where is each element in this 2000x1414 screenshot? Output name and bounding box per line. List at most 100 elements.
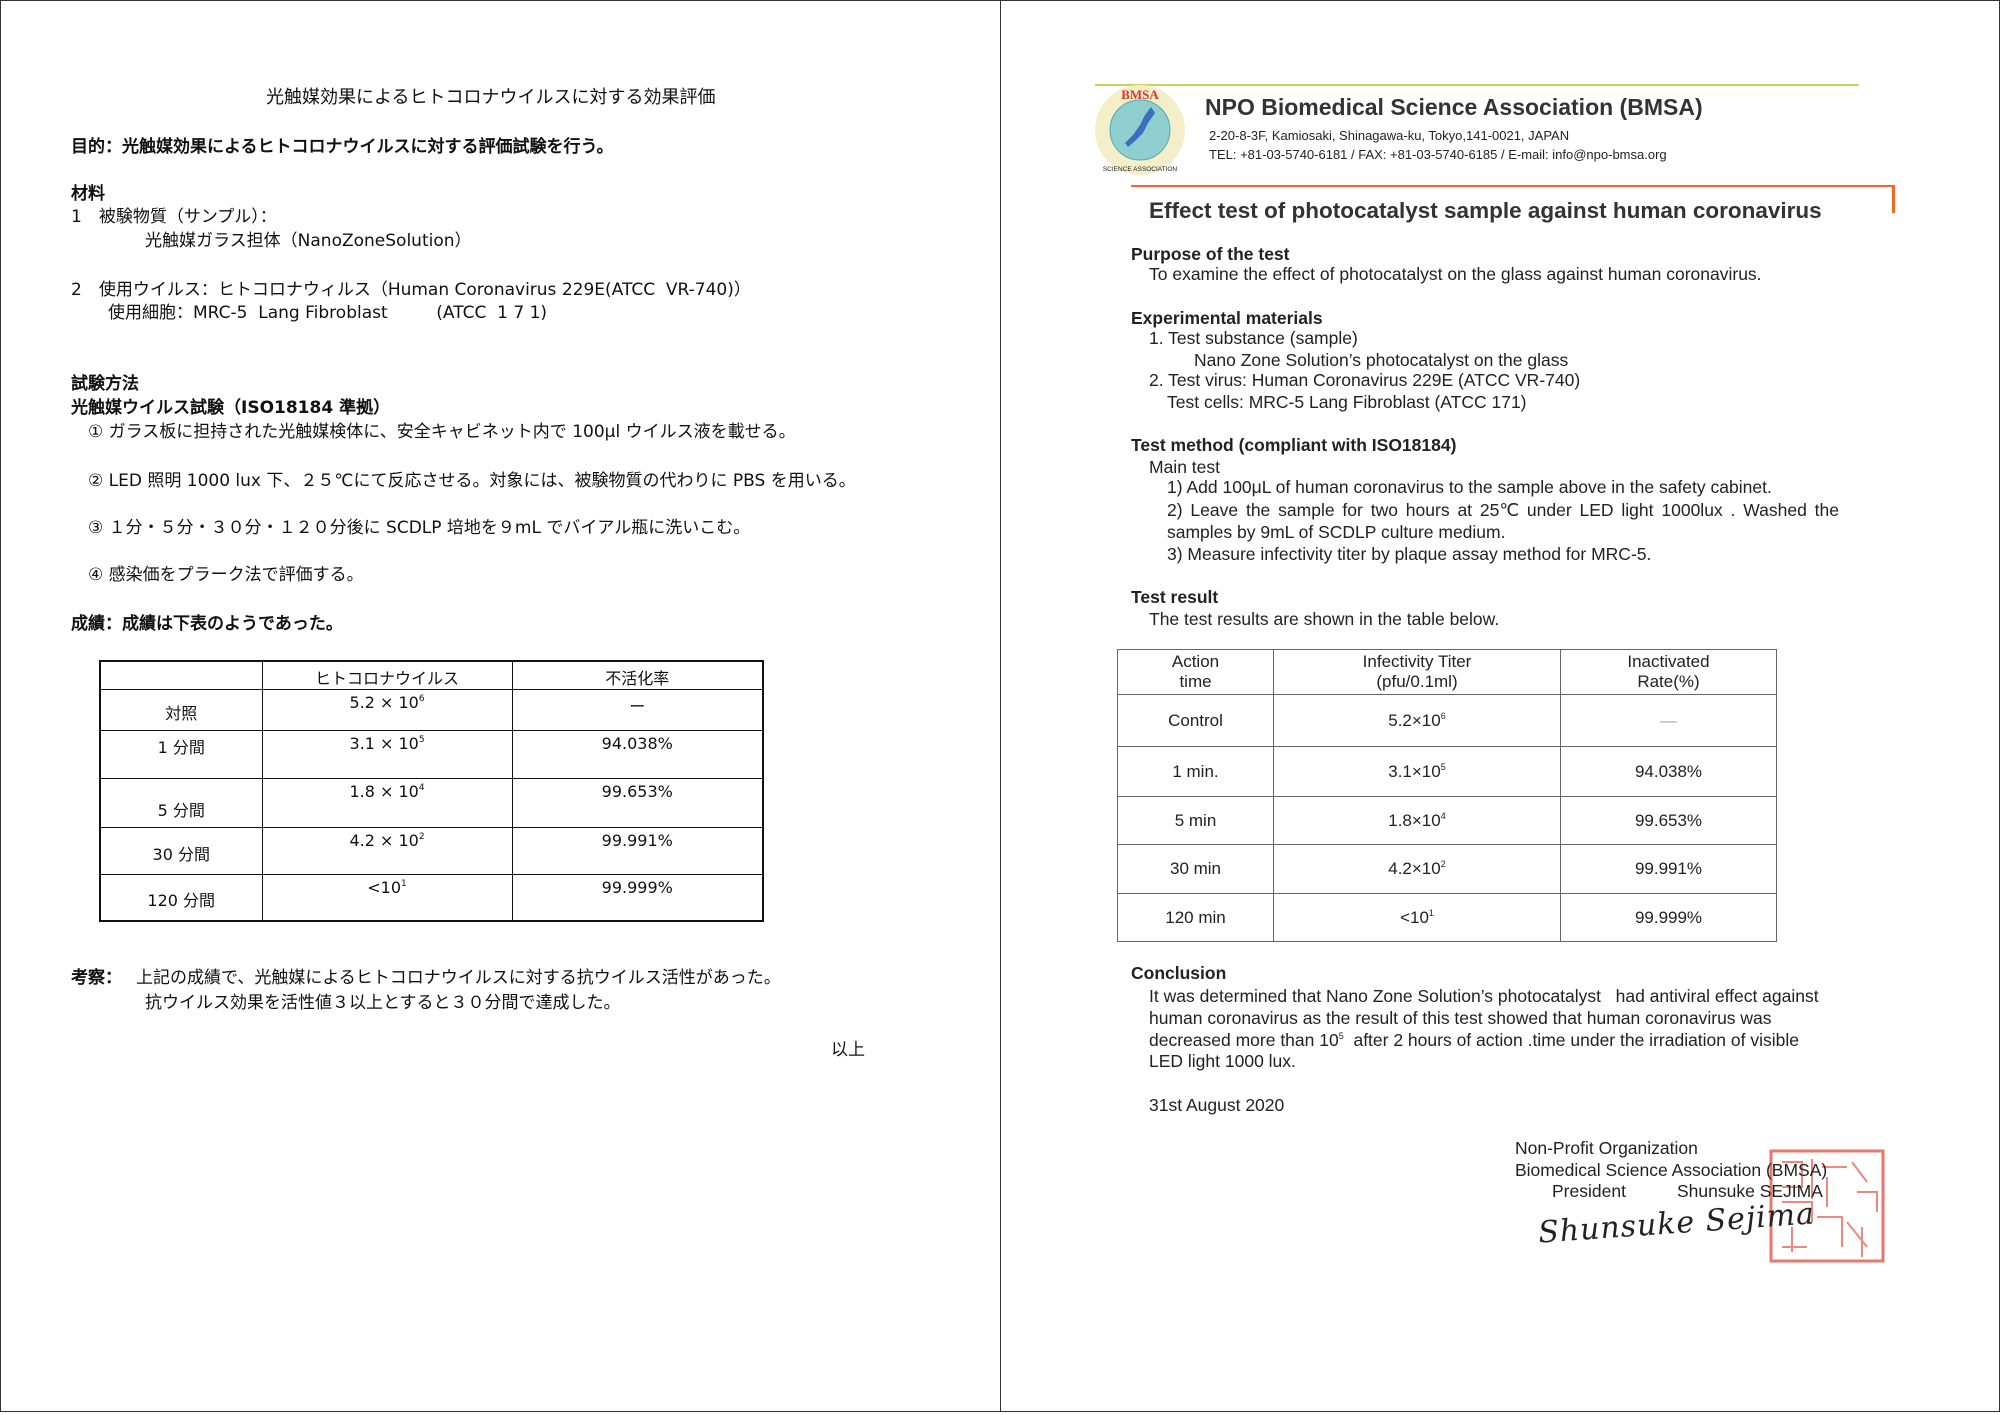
method-step: samples by 9mL of SCDLP culture medium. xyxy=(1167,522,1506,542)
header-cell xyxy=(99,660,263,690)
time-cell: Control xyxy=(1117,694,1274,747)
japanese-report-page: 光触媒効果によるヒトコロナウイルスに対する効果評価 目的：光触媒効果によるヒトコ… xyxy=(0,0,1001,1412)
method-step: ③ １分・５分・３０分・１２０分後に SCDLP 培地を９mL でバイアル瓶に洗… xyxy=(88,518,751,538)
time-cell: 30 min xyxy=(1117,844,1274,894)
material-1-value: 光触媒ガラス担体（NanoZoneSolution） xyxy=(145,231,472,251)
header-cell: 不活化率 xyxy=(511,660,764,690)
titer-cell: 5.2 × 106 xyxy=(261,689,513,731)
results-table-en: Action time Infectivity Titer (pfu/0.1ml) … xyxy=(1117,649,1777,942)
orange-rule xyxy=(1131,185,1894,187)
method-main: Main test xyxy=(1149,457,1220,477)
result-text: The test results are shown in the table … xyxy=(1149,609,1500,629)
report-date: 31st August 2020 xyxy=(1149,1095,1285,1115)
time-cell: 1 分間 xyxy=(99,730,263,779)
rate-cell: 99.999% xyxy=(1560,893,1777,942)
method-step: ④ 感染価をプラーク法で評価する。 xyxy=(88,565,364,585)
titer-cell: <101 xyxy=(261,874,513,921)
table-row: 30 min 4.2×102 99.991% xyxy=(1117,844,1777,894)
discussion-line: 上記の成績で、光触媒によるヒトコロナウイルスに対する抗ウイルス活性があった。 xyxy=(136,968,781,988)
table-header-row: ヒトコロナウイルス 不活化率 xyxy=(99,660,764,690)
titer-cell: 4.2 × 102 xyxy=(261,827,513,875)
time-cell: 120 min xyxy=(1117,893,1274,942)
conclusion-line: LED light 1000 lux. xyxy=(1149,1051,1296,1071)
purpose-line: 目的：光触媒効果によるヒトコロナウイルスに対する評価試験を行う。 xyxy=(71,137,614,157)
report-title: Effect test of photocatalyst sample agai… xyxy=(1149,198,1822,223)
svg-text:BMSA: BMSA xyxy=(1121,87,1159,102)
table-row: 5 分間 1.8 × 104 99.653% xyxy=(99,778,764,828)
end-mark: 以上 xyxy=(831,1040,865,1060)
material-line: Nano Zone Solution’s photocatalyst on th… xyxy=(1194,350,1569,370)
green-rule xyxy=(1095,84,1859,86)
org-contact: TEL: +81-03-5740-6181 / FAX: +81-03-5740… xyxy=(1209,147,1667,162)
header-cell: Action time xyxy=(1117,649,1274,695)
material-line: 1. Test substance (sample) xyxy=(1149,328,1358,348)
titer-cell: 1.8 × 104 xyxy=(261,778,513,828)
rate-cell: 99.999% xyxy=(511,874,764,921)
table-header-row: Action time Infectivity Titer (pfu/0.1ml) … xyxy=(1117,649,1777,695)
table-row: 対照 5.2 × 106 ー xyxy=(99,689,764,731)
titer-cell: 3.1 × 105 xyxy=(261,730,513,779)
titer-cell: 4.2×102 xyxy=(1273,844,1561,894)
rate-cell: 99.653% xyxy=(511,778,764,828)
svg-text:SCIENCE ASSOCIATION: SCIENCE ASSOCIATION xyxy=(1103,166,1178,173)
material-line: Test cells: MRC-5 Lang Fibroblast (ATCC … xyxy=(1167,392,1527,412)
table-row: 30 分間 4.2 × 102 99.991% xyxy=(99,827,764,875)
method-step: 1) Add 100μL of human coronavirus to the… xyxy=(1167,477,1772,497)
method-heading: Test method (compliant with ISO18184) xyxy=(1131,435,1457,455)
titer-cell: <101 xyxy=(1273,893,1561,942)
time-cell: 30 分間 xyxy=(99,827,263,875)
method-step: 3) Measure infectivity titer by plaque a… xyxy=(1167,544,1652,564)
material-2-label: 2 使用ウイルス：ヒトコロナウィルス（Human Coronavirus 229… xyxy=(71,280,751,300)
rate-cell: 99.653% xyxy=(1560,796,1777,845)
time-cell: 1 min. xyxy=(1117,746,1274,797)
org-address: 2-20-8-3F, Kamiosaki, Shinagawa-ku, Toky… xyxy=(1209,128,1570,143)
method-subheading: 光触媒ウイルス試験（ISO18184 準拠） xyxy=(71,398,391,418)
method-step: 2) Leave the sample for two hours at 25℃… xyxy=(1167,500,1840,520)
table-row: 1 分間 3.1 × 105 94.038% xyxy=(99,730,764,779)
time-cell: 5 min xyxy=(1117,796,1274,845)
signatory-org-1: Non-Profit Organization xyxy=(1515,1138,1698,1158)
method-step: ① ガラス板に担持された光触媒検体に、安全キャビネット内で 100μl ウイルス… xyxy=(88,422,796,442)
time-cell: 120 分間 xyxy=(99,874,263,921)
report-title: 光触媒効果によるヒトコロナウイルスに対する効果評価 xyxy=(266,87,716,108)
table-row: Control 5.2×106 — xyxy=(1117,694,1777,747)
material-1-label: 1 被験物質（サンプル）： xyxy=(71,207,277,227)
official-seal-stamp xyxy=(1769,1149,1885,1263)
conclusion-line: decreased more than 105 after 2 hours of… xyxy=(1149,1030,1799,1050)
rate-cell: 94.038% xyxy=(1560,746,1777,797)
conclusion-heading: Conclusion xyxy=(1131,963,1227,983)
header-cell: Infectivity Titer (pfu/0.1ml) xyxy=(1273,649,1561,695)
rate-cell: — xyxy=(1560,694,1777,747)
org-name: NPO Biomedical Science Association (BMSA… xyxy=(1205,94,1703,120)
table-row: 120 min <101 99.999% xyxy=(1117,893,1777,942)
material-2-cells: 使用細胞：MRC-5 Lang Fibroblast (ATCC 1 7 1) xyxy=(108,303,548,323)
conclusion-line: human coronavirus as the result of this … xyxy=(1149,1008,1772,1028)
table-row: 1 min. 3.1×105 94.038% xyxy=(1117,746,1777,797)
header-cell: ヒトコロナウイルス xyxy=(261,660,513,690)
time-cell: 5 分間 xyxy=(99,778,263,828)
signatory-role: President xyxy=(1552,1181,1626,1201)
materials-heading: Experimental materials xyxy=(1131,308,1323,328)
discussion-line: 抗ウイルス効果を活性値３以上とすると３０分間で達成した。 xyxy=(145,993,621,1013)
bmsa-logo: BMSA SCIENCE ASSOCIATION xyxy=(1095,85,1185,175)
material-line: 2. Test virus: Human Coronavirus 229E (A… xyxy=(1149,370,1581,390)
method-step: ② LED 照明 1000 lux 下、２５℃にて反応させる。対象には、被験物質… xyxy=(88,471,856,491)
titer-cell: 1.8×104 xyxy=(1273,796,1561,845)
table-row: 120 分間 <101 99.999% xyxy=(99,874,764,921)
english-report-page: BMSA SCIENCE ASSOCIATION NPO Biomedical … xyxy=(1000,0,2000,1412)
header-cell: Inactivated Rate(%) xyxy=(1560,649,1777,695)
result-heading: Test result xyxy=(1131,587,1219,607)
rate-cell: 99.991% xyxy=(511,827,764,875)
rate-cell: 94.038% xyxy=(511,730,764,779)
method-heading: 試験方法 xyxy=(71,374,139,394)
purpose-text: To examine the effect of photocatalyst o… xyxy=(1149,264,1762,284)
table-row: 5 min 1.8×104 99.653% xyxy=(1117,796,1777,845)
results-line: 成績：成績は下表のようであった。 xyxy=(71,614,343,634)
materials-heading: 材料 xyxy=(71,184,105,204)
signatory-org-2: Biomedical Science Association (BMSA) xyxy=(1515,1160,1828,1180)
rate-cell: ー xyxy=(511,689,764,731)
results-table-jp: ヒトコロナウイルス 不活化率 対照 5.2 × 106 ー 1 分間 3.1 ×… xyxy=(99,660,764,922)
titer-cell: 3.1×105 xyxy=(1273,746,1561,797)
orange-rule-tick xyxy=(1892,185,1895,213)
rate-cell: 99.991% xyxy=(1560,844,1777,894)
